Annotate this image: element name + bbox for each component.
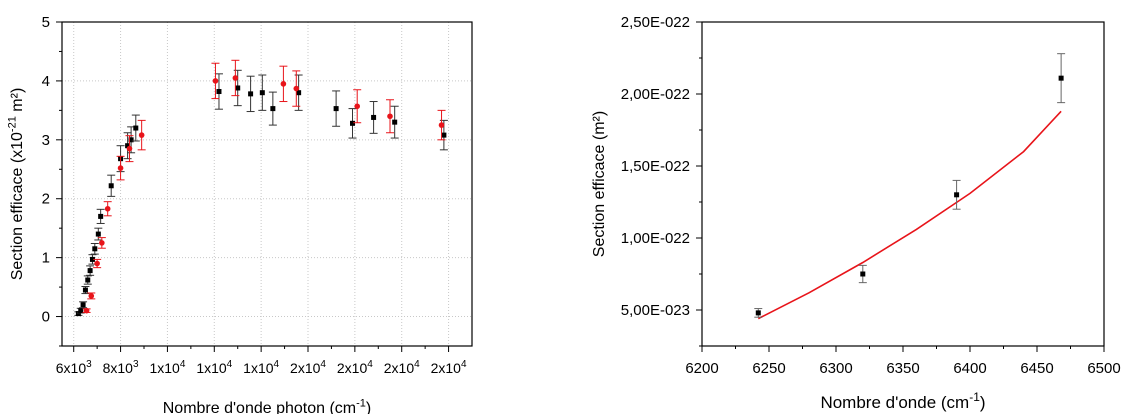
data-point-square [95, 231, 101, 237]
data-point-square [755, 310, 761, 316]
y-tick-label: 5,00E-023 [621, 302, 690, 319]
data-point-circle [293, 85, 300, 92]
x-tick-label: 2x104 [384, 359, 420, 376]
data-point-square [85, 277, 91, 283]
y-tick-label: 4 [42, 73, 50, 90]
data-point-square [350, 120, 356, 126]
chart-left: 6x103 8x103 1x104 1x104 1x104 2x104 2x104 2x104… [6, 14, 473, 414]
y-tick-label: 3 [42, 132, 50, 149]
data-point-square [392, 119, 398, 125]
data-point-square [216, 89, 222, 95]
x-tick-label: 6300 [819, 360, 852, 377]
x-tick-label: 2x104 [290, 359, 326, 376]
plot-frame [61, 21, 473, 347]
data-point-square [87, 268, 93, 274]
data-point-circle [280, 81, 287, 87]
x-tick-label: 6500 [1087, 360, 1120, 377]
data-point-square [270, 106, 276, 112]
data-point-circle [88, 293, 95, 299]
y-tick-label: 0 [42, 309, 50, 326]
data-point-circle [354, 103, 361, 110]
data-point-square [128, 137, 134, 143]
data-point-square [108, 183, 114, 189]
x-tick-label: 6450 [1020, 360, 1053, 377]
data-point-square [92, 246, 98, 252]
y-tick-label: 2,50E-022 [621, 14, 690, 31]
y-tick-label: 1,00E-022 [621, 230, 690, 247]
x-tick-label: 6200 [685, 360, 718, 377]
data-point-circle [387, 113, 393, 120]
x-tick-label: 2x104 [431, 359, 467, 376]
x-axis-label: Nombre d'onde photon (cm-1) [163, 397, 372, 414]
x-tick-label: 2x104 [337, 359, 373, 376]
data-point-square [441, 132, 447, 138]
data-point-square [333, 106, 339, 112]
data-point-square [954, 192, 960, 198]
y-tick-label: 1,50E-022 [621, 158, 690, 175]
x-axis-label: Nombre d'onde (cm-1) [820, 390, 985, 412]
data-point-square [133, 125, 139, 131]
data-point-circle [438, 122, 445, 128]
data-point-circle [83, 307, 90, 314]
y-tick-label: 2,00E-022 [621, 86, 690, 103]
y-axis-label: Section efficace (m²) [591, 111, 608, 257]
data-point-square [860, 271, 866, 277]
data-point-circle [138, 132, 145, 138]
data-point-square [89, 256, 95, 262]
x-tick-label: 1x104 [243, 359, 279, 376]
y-tick-label: 2 [42, 191, 50, 208]
data-point-square [82, 287, 88, 293]
x-tick-label: 1x104 [149, 359, 185, 376]
data-point-square [248, 91, 254, 97]
data-point-circle [94, 260, 100, 267]
data-point-circle [117, 165, 124, 171]
data-point-circle [232, 75, 239, 81]
data-point-circle [126, 145, 133, 152]
x-tick-label: 1x104 [196, 359, 232, 376]
data-point-square [78, 308, 84, 314]
y-tick-label: 5 [42, 14, 50, 31]
data-point-circle [99, 240, 105, 246]
x-tick-label: 6250 [752, 360, 785, 377]
x-tick-label: 6x103 [56, 359, 92, 376]
x-tick-label: 8x103 [103, 359, 139, 376]
chart-right: 6200 6250 6300 6350 6400 6450 6500 5,00E-023 1,0… [591, 14, 1121, 412]
plot-frame [701, 21, 1105, 347]
x-tick-label: 6400 [953, 360, 986, 377]
data-point-square [235, 85, 241, 91]
fit-curve [757, 110, 1062, 320]
data-point-square [1058, 75, 1064, 81]
data-point-square [98, 213, 104, 219]
data-point-square [80, 302, 86, 308]
y-tick-label: 1 [42, 250, 50, 267]
data-point-square [259, 90, 265, 96]
data-point-square [371, 114, 377, 120]
data-point-square [75, 311, 81, 317]
x-tick-label: 6350 [886, 360, 919, 377]
data-point-circle [212, 78, 219, 84]
data-point-circle [104, 205, 111, 212]
data-point-square [296, 90, 302, 96]
data-point-square [125, 143, 131, 149]
y-axis-label: Section efficace (x10-21 m²) [6, 88, 26, 281]
